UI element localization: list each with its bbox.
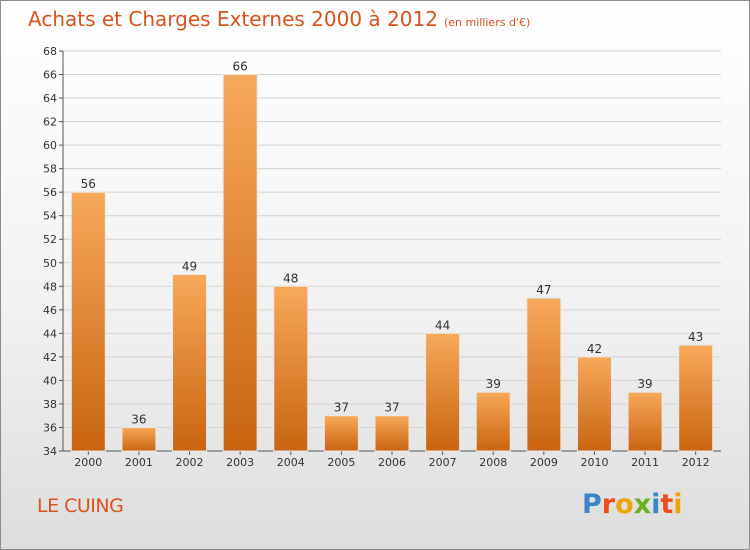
commune-name: LE CUING xyxy=(37,495,124,517)
x-tick-label-2008: 2008 xyxy=(479,456,507,469)
logo-letter: i xyxy=(651,489,661,520)
bar-2004 xyxy=(273,285,309,452)
value-label-2006: 37 xyxy=(384,401,399,415)
axes: 34 36 38 40 42 44 46 48 50 52 54 56 58 60 62 64 66 68 2000… xyxy=(43,45,721,469)
value-label-2008: 39 xyxy=(486,377,501,391)
bars xyxy=(70,74,714,452)
x-tick-label-2003: 2003 xyxy=(226,456,254,469)
y-tick-label: 60 xyxy=(43,139,57,152)
bar-2001 xyxy=(121,426,157,452)
proxiti-logo: Proxiti xyxy=(582,489,683,520)
chart-unit: (en milliers d'€) xyxy=(443,16,531,29)
y-tick-label: 36 xyxy=(43,421,57,434)
bar-2002 xyxy=(172,274,208,452)
bar-2009 xyxy=(526,297,562,452)
x-tick-label-2002: 2002 xyxy=(176,456,204,469)
y-tick-label: 52 xyxy=(43,233,57,246)
y-tick-label: 58 xyxy=(43,163,57,176)
bar-2008 xyxy=(475,391,511,452)
bar-2010 xyxy=(576,356,612,452)
logo-letter: o xyxy=(615,489,634,520)
x-tick-label-2012: 2012 xyxy=(682,456,710,469)
value-labels: 56 36 49 66 48 37 37 44 39 47 42 39 43 xyxy=(81,60,704,427)
value-label-2007: 44 xyxy=(435,318,450,332)
x-tick-label-2004: 2004 xyxy=(277,456,305,469)
y-tick-label: 48 xyxy=(43,280,57,293)
y-tick-label: 64 xyxy=(43,92,57,105)
value-label-2003: 66 xyxy=(233,60,248,74)
value-label-2004: 48 xyxy=(283,271,298,285)
x-tick-label-2001: 2001 xyxy=(125,456,153,469)
bar-2012 xyxy=(678,344,714,452)
y-tick-label: 56 xyxy=(43,186,57,199)
x-tick-label-2000: 2000 xyxy=(74,456,102,469)
bar-2006 xyxy=(374,415,410,452)
value-label-2001: 36 xyxy=(131,412,146,426)
y-tick-label: 50 xyxy=(43,257,57,270)
x-tick-label-2011: 2011 xyxy=(631,456,659,469)
bar-2007 xyxy=(425,332,461,452)
value-label-2002: 49 xyxy=(182,260,197,274)
bar-2011 xyxy=(627,391,663,452)
value-label-2000: 56 xyxy=(81,177,96,191)
y-tick-label: 44 xyxy=(43,327,57,340)
logo-letter: r xyxy=(601,489,616,520)
logo-letter: t xyxy=(660,489,674,520)
y-tick-label: 40 xyxy=(43,374,57,387)
y-tick-label: 68 xyxy=(43,45,57,58)
x-tick-label-2009: 2009 xyxy=(530,456,558,469)
value-label-2012: 43 xyxy=(688,330,703,344)
x-tick-label-2010: 2010 xyxy=(580,456,608,469)
logo-letter: i xyxy=(673,489,683,520)
value-label-2011: 39 xyxy=(637,377,652,391)
y-tick-label: 46 xyxy=(43,304,57,317)
bar-2003 xyxy=(222,74,258,452)
y-tick-label: 38 xyxy=(43,398,57,411)
x-tick-label-2007: 2007 xyxy=(429,456,457,469)
x-tick-label-2005: 2005 xyxy=(327,456,355,469)
grid-lines xyxy=(63,50,721,452)
y-tick-label: 54 xyxy=(43,210,57,223)
bar-2000 xyxy=(70,191,106,452)
bar-2005 xyxy=(323,415,359,452)
chart-title: Achats et Charges Externes 2000 à 2012 (e… xyxy=(28,7,530,31)
value-label-2010: 42 xyxy=(587,342,602,356)
value-label-2005: 37 xyxy=(334,401,349,415)
x-tick-label-2006: 2006 xyxy=(378,456,406,469)
y-tick-label: 34 xyxy=(43,445,57,458)
y-tick-label: 62 xyxy=(43,116,57,129)
value-label-2009: 47 xyxy=(536,283,551,297)
chart-title-text: Achats et Charges Externes 2000 à 2012 xyxy=(28,7,438,31)
logo-letter: x xyxy=(633,489,652,520)
y-tick-label: 42 xyxy=(43,351,57,364)
logo-letter: P xyxy=(582,489,602,520)
y-tick-label: 66 xyxy=(43,69,57,82)
